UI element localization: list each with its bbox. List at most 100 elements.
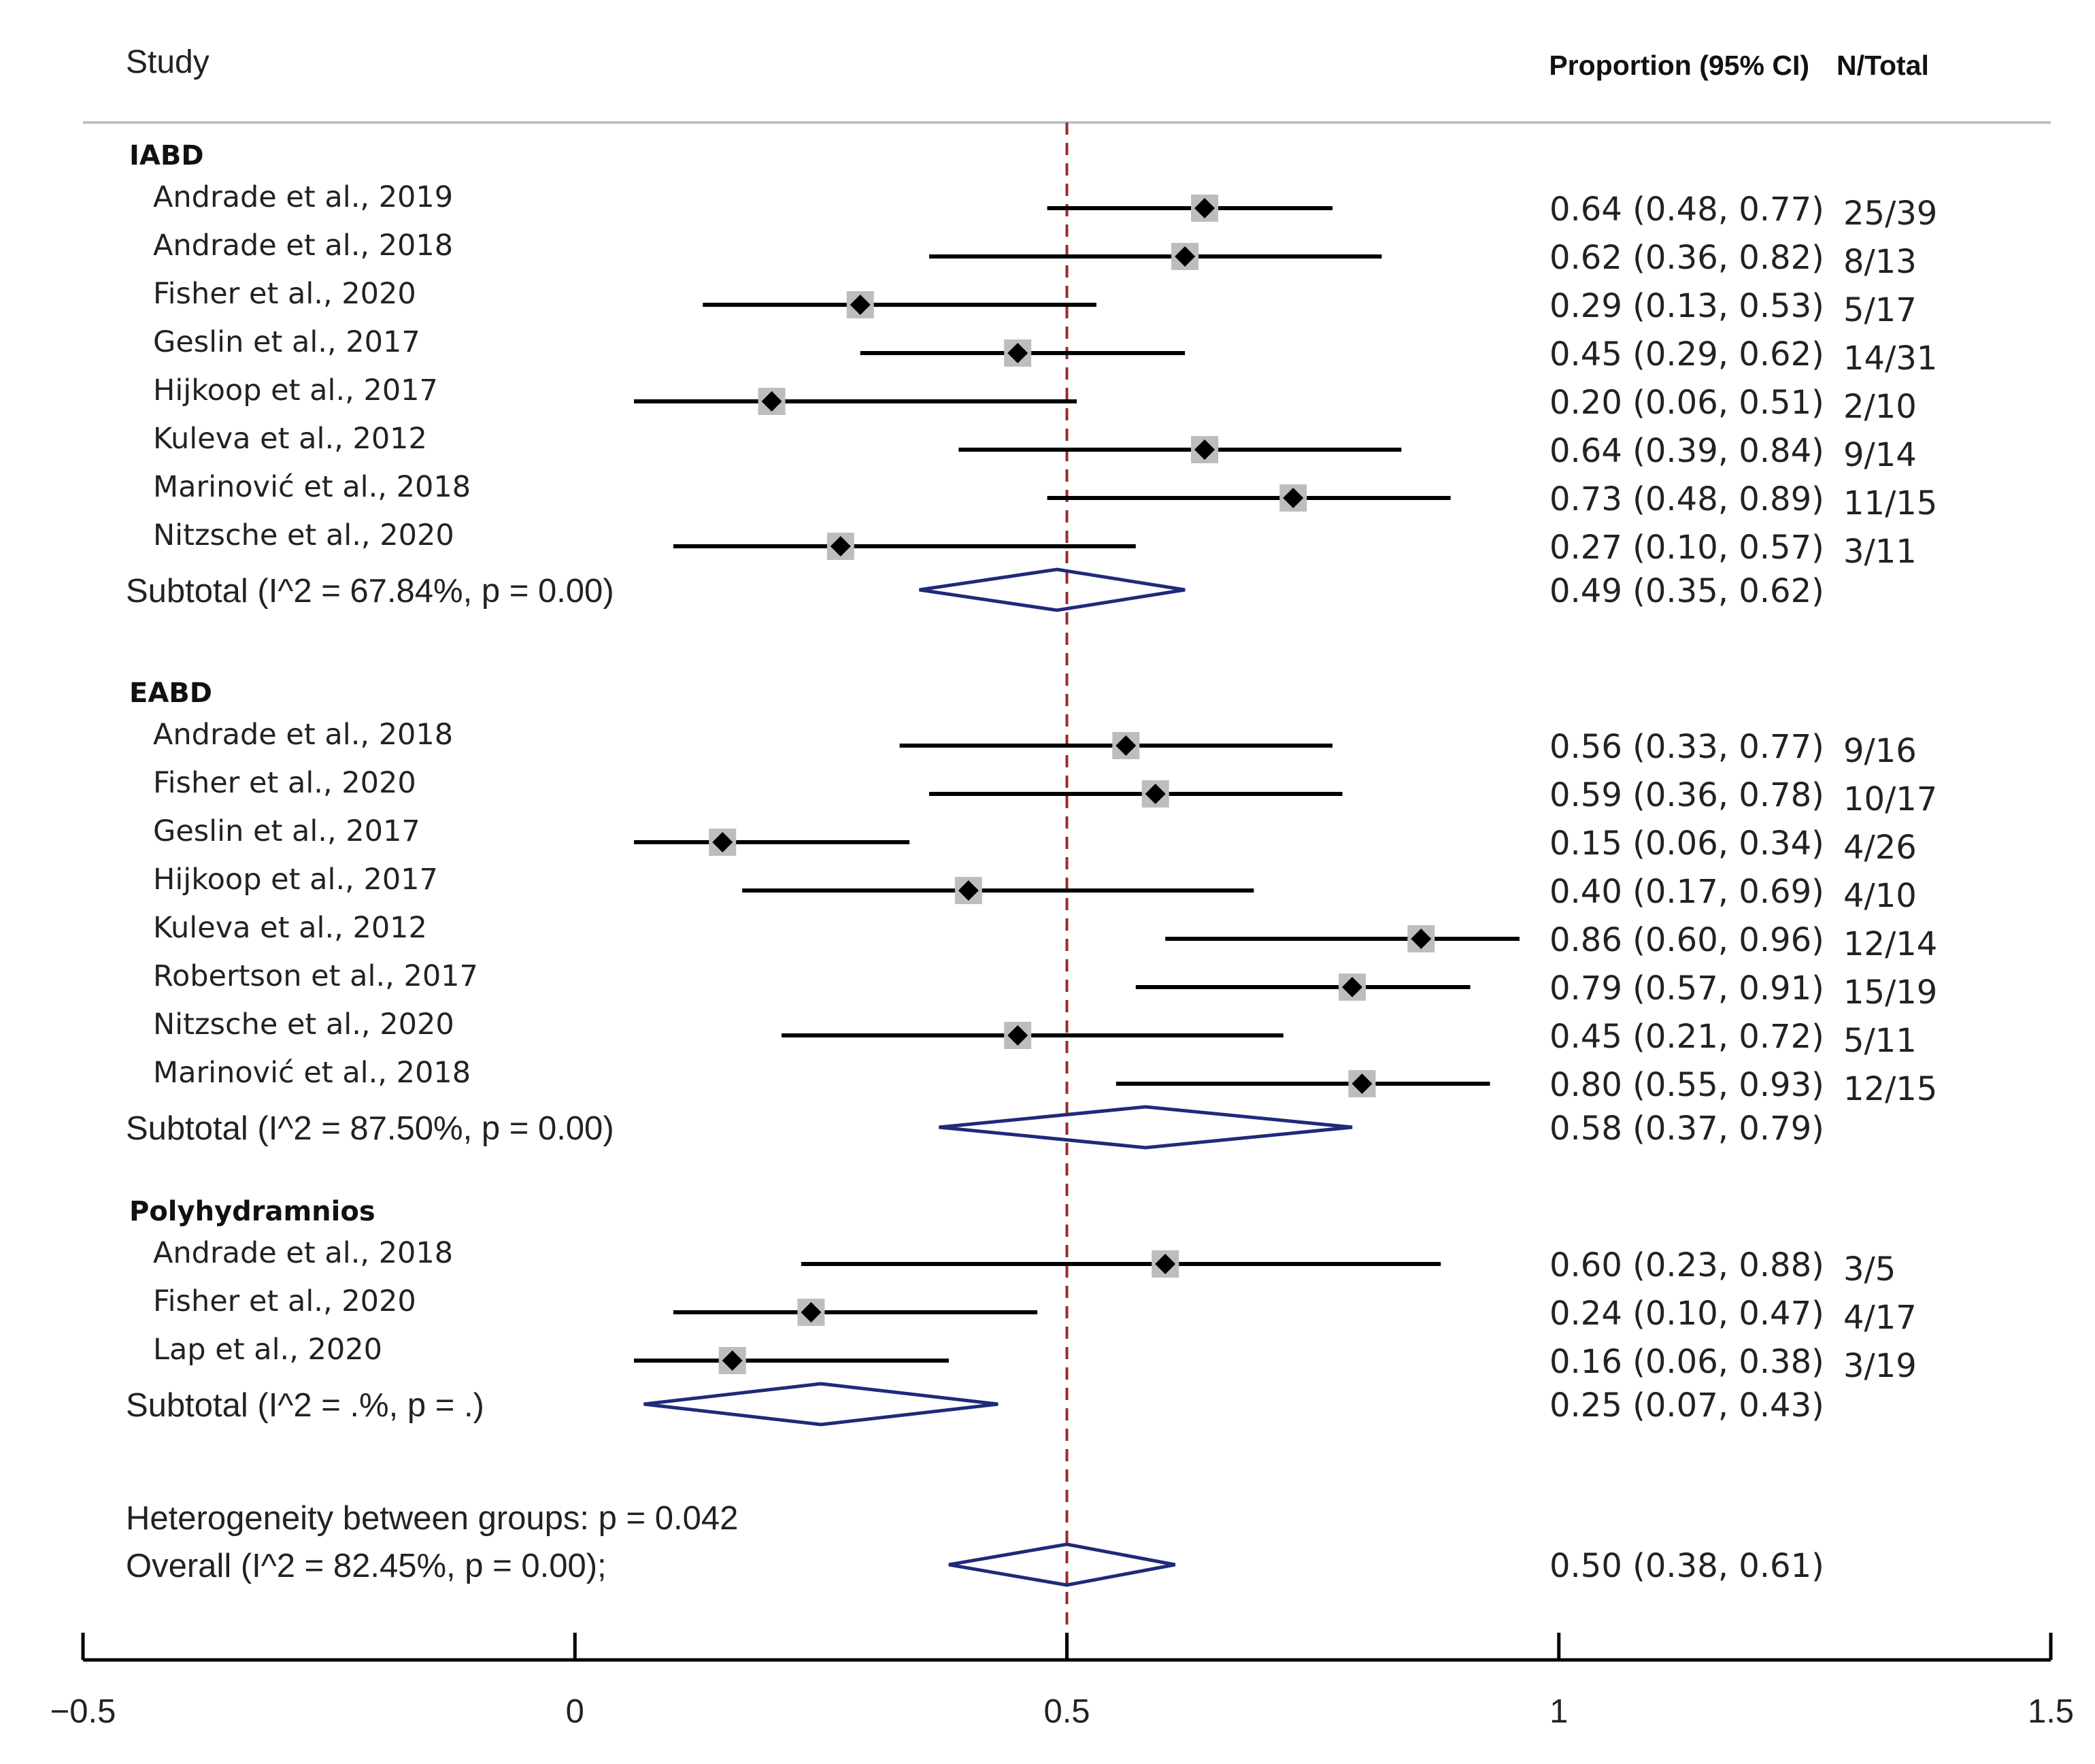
subtotal-diamond bbox=[643, 1382, 999, 1427]
point-estimate-marker bbox=[1007, 1025, 1028, 1046]
study-label: Andrade et al., 2019 bbox=[153, 180, 453, 214]
n-total-value: 2/10 bbox=[1843, 388, 1917, 426]
header-study: Study bbox=[126, 44, 210, 80]
n-total-value: 3/19 bbox=[1843, 1347, 1917, 1385]
point-estimate-marker bbox=[850, 295, 871, 315]
x-tick-label: 1.5 bbox=[2028, 1693, 2074, 1730]
n-total-value: 3/11 bbox=[1843, 533, 1917, 571]
ci-value: 0.45 (0.21, 0.72) bbox=[1549, 1018, 1824, 1056]
n-total-value: 9/16 bbox=[1843, 732, 1917, 770]
point-estimate-marker bbox=[1194, 198, 1216, 218]
study-label: Andrade et al., 2018 bbox=[153, 1236, 453, 1270]
x-tick-label: 0 bbox=[566, 1693, 584, 1730]
point-estimate-marker bbox=[801, 1302, 822, 1322]
ci-value: 0.56 (0.33, 0.77) bbox=[1549, 728, 1824, 766]
overall-label: Overall (I^2 = 82.45%, p = 0.00); bbox=[126, 1548, 607, 1584]
n-total-value: 5/17 bbox=[1843, 291, 1917, 329]
header-estimate: Proportion (95% CI) bbox=[1549, 50, 1809, 81]
ci-value: 0.27 (0.10, 0.57) bbox=[1549, 529, 1824, 567]
study-label: Kuleva et al., 2012 bbox=[153, 911, 427, 945]
n-total-value: 8/13 bbox=[1843, 243, 1917, 281]
ci-value: 0.80 (0.55, 0.93) bbox=[1549, 1066, 1824, 1104]
study-label: Nitzsche et al., 2020 bbox=[153, 1008, 454, 1042]
heterogeneity-note: Heterogeneity between groups: p = 0.042 bbox=[126, 1500, 738, 1537]
n-total-value: 9/14 bbox=[1843, 436, 1917, 474]
point-estimate-marker bbox=[712, 832, 733, 852]
x-tick-label: 0.5 bbox=[1043, 1693, 1090, 1730]
n-total-value: 4/17 bbox=[1843, 1299, 1917, 1337]
study-label: Nitzsche et al., 2020 bbox=[153, 518, 454, 552]
n-total-value: 4/10 bbox=[1843, 877, 1917, 915]
overall-diamond bbox=[948, 1542, 1176, 1587]
subtotal-label: Subtotal (I^2 = 87.50%, p = 0.00) bbox=[126, 1110, 614, 1147]
ci-value: 0.73 (0.48, 0.89) bbox=[1549, 480, 1824, 518]
study-label: Andrade et al., 2018 bbox=[153, 718, 453, 752]
study-label: Hijkoop et al., 2017 bbox=[153, 863, 438, 897]
ci-value: 0.86 (0.60, 0.96) bbox=[1549, 921, 1824, 959]
point-estimate-marker bbox=[1155, 1254, 1176, 1274]
ci-value: 0.79 (0.57, 0.91) bbox=[1549, 969, 1824, 1008]
subtotal-diamond bbox=[919, 567, 1186, 612]
group-label: IABD bbox=[129, 140, 204, 171]
point-estimate-marker bbox=[761, 391, 782, 412]
subtotal-ci-value: 0.49 (0.35, 0.62) bbox=[1549, 572, 1824, 610]
n-total-value: 12/15 bbox=[1843, 1070, 1937, 1108]
study-label: Kuleva et al., 2012 bbox=[153, 422, 427, 456]
ci-value: 0.40 (0.17, 0.69) bbox=[1549, 873, 1824, 911]
ci-value: 0.29 (0.13, 0.53) bbox=[1549, 287, 1824, 325]
ci-value: 0.16 (0.06, 0.38) bbox=[1549, 1343, 1824, 1381]
ci-value: 0.60 (0.23, 0.88) bbox=[1549, 1246, 1824, 1284]
study-label: Fisher et al., 2020 bbox=[153, 277, 416, 311]
group-label: EABD bbox=[129, 678, 212, 709]
point-estimate-marker bbox=[1352, 1074, 1373, 1094]
header-n-total: N/Total bbox=[1837, 50, 1929, 81]
ci-value: 0.64 (0.39, 0.84) bbox=[1549, 432, 1824, 470]
n-total-value: 5/11 bbox=[1843, 1022, 1917, 1060]
study-label: Hijkoop et al., 2017 bbox=[153, 373, 438, 407]
ci-value: 0.24 (0.10, 0.47) bbox=[1549, 1295, 1824, 1333]
study-label: Fisher et al., 2020 bbox=[153, 766, 416, 800]
ci-value: 0.15 (0.06, 0.34) bbox=[1549, 825, 1824, 863]
study-label: Andrade et al., 2018 bbox=[153, 229, 453, 263]
point-estimate-marker bbox=[1194, 439, 1216, 460]
n-total-value: 3/5 bbox=[1843, 1250, 1896, 1288]
point-estimate-marker bbox=[1145, 784, 1166, 804]
point-estimate-marker bbox=[722, 1350, 743, 1371]
point-estimate-marker bbox=[1341, 977, 1362, 997]
study-label: Fisher et al., 2020 bbox=[153, 1284, 416, 1318]
ci-value: 0.64 (0.48, 0.77) bbox=[1549, 190, 1824, 229]
x-tick-label: 1 bbox=[1549, 1693, 1568, 1730]
point-estimate-marker bbox=[1283, 488, 1304, 508]
point-estimate-marker bbox=[1007, 343, 1028, 363]
subtotal-diamond bbox=[939, 1105, 1353, 1150]
n-total-value: 11/15 bbox=[1843, 484, 1937, 522]
subtotal-ci-value: 0.58 (0.37, 0.79) bbox=[1549, 1110, 1824, 1148]
ci-value: 0.62 (0.36, 0.82) bbox=[1549, 239, 1824, 277]
study-label: Geslin et al., 2017 bbox=[153, 814, 420, 848]
subtotal-label: Subtotal (I^2 = .%, p = .) bbox=[126, 1387, 484, 1424]
group-label: Polyhydramnios bbox=[129, 1196, 375, 1227]
ci-value: 0.59 (0.36, 0.78) bbox=[1549, 776, 1824, 814]
ci-value: 0.20 (0.06, 0.51) bbox=[1549, 384, 1824, 422]
study-label: Lap et al., 2020 bbox=[153, 1333, 382, 1367]
study-label: Marinović et al., 2018 bbox=[153, 1056, 471, 1090]
point-estimate-marker bbox=[1175, 246, 1196, 267]
study-label: Robertson et al., 2017 bbox=[153, 959, 478, 993]
n-total-value: 25/39 bbox=[1843, 195, 1937, 233]
n-total-value: 10/17 bbox=[1843, 780, 1937, 818]
point-estimate-marker bbox=[958, 880, 979, 901]
x-tick-label: −0.5 bbox=[50, 1693, 116, 1730]
point-estimate-marker bbox=[830, 536, 851, 556]
subtotal-label: Subtotal (I^2 = 67.84%, p = 0.00) bbox=[126, 573, 614, 610]
n-total-value: 14/31 bbox=[1843, 339, 1937, 378]
point-estimate-marker bbox=[1411, 929, 1432, 949]
point-estimate-marker bbox=[1116, 735, 1137, 756]
subtotal-ci-value: 0.25 (0.07, 0.43) bbox=[1549, 1386, 1824, 1425]
ci-value: 0.45 (0.29, 0.62) bbox=[1549, 335, 1824, 373]
study-label: Marinović et al., 2018 bbox=[153, 470, 471, 504]
study-label: Geslin et al., 2017 bbox=[153, 325, 420, 359]
n-total-value: 15/19 bbox=[1843, 973, 1937, 1012]
n-total-value: 12/14 bbox=[1843, 925, 1937, 963]
n-total-value: 4/26 bbox=[1843, 829, 1917, 867]
